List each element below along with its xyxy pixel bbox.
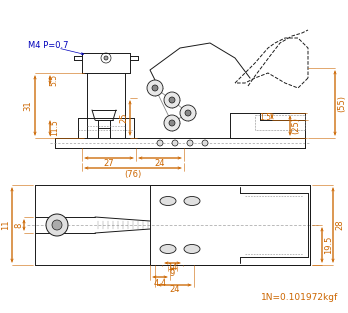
Circle shape (152, 85, 158, 91)
Circle shape (172, 140, 178, 146)
Text: (55): (55) (338, 95, 347, 111)
Circle shape (202, 140, 208, 146)
Text: 19.5: 19.5 (324, 236, 333, 254)
Circle shape (187, 140, 193, 146)
Circle shape (147, 80, 163, 96)
Text: 11.5: 11.5 (50, 120, 60, 136)
Text: 1N=0.101972kgf: 1N=0.101972kgf (261, 293, 338, 302)
Text: 4.4: 4.4 (153, 279, 167, 288)
Ellipse shape (160, 244, 176, 254)
Text: 8: 8 (15, 222, 24, 228)
Circle shape (169, 97, 175, 103)
Text: 24: 24 (169, 285, 180, 295)
Text: (76): (76) (124, 170, 142, 178)
Circle shape (169, 120, 175, 126)
Text: 31: 31 (24, 100, 32, 111)
Ellipse shape (184, 244, 200, 254)
Circle shape (164, 92, 180, 108)
Text: (25): (25) (292, 117, 301, 135)
Bar (150, 185, 310, 265)
Circle shape (46, 214, 68, 236)
Text: 24: 24 (155, 160, 165, 168)
Text: 27: 27 (104, 160, 114, 168)
Circle shape (157, 140, 163, 146)
Text: M4 P=0.7: M4 P=0.7 (28, 40, 69, 49)
Text: 9: 9 (170, 269, 175, 279)
Circle shape (180, 105, 196, 121)
Text: 11: 11 (1, 220, 10, 230)
Text: 28: 28 (335, 220, 345, 230)
Circle shape (185, 110, 191, 116)
Text: 25: 25 (119, 113, 128, 123)
Circle shape (164, 115, 180, 131)
Text: 5.5: 5.5 (49, 74, 58, 86)
Bar (255, 115, 305, 130)
Ellipse shape (160, 197, 176, 206)
Circle shape (104, 56, 108, 60)
Text: 14: 14 (167, 263, 178, 271)
Ellipse shape (184, 197, 200, 206)
Circle shape (52, 220, 62, 230)
Text: 1.5: 1.5 (259, 112, 271, 121)
